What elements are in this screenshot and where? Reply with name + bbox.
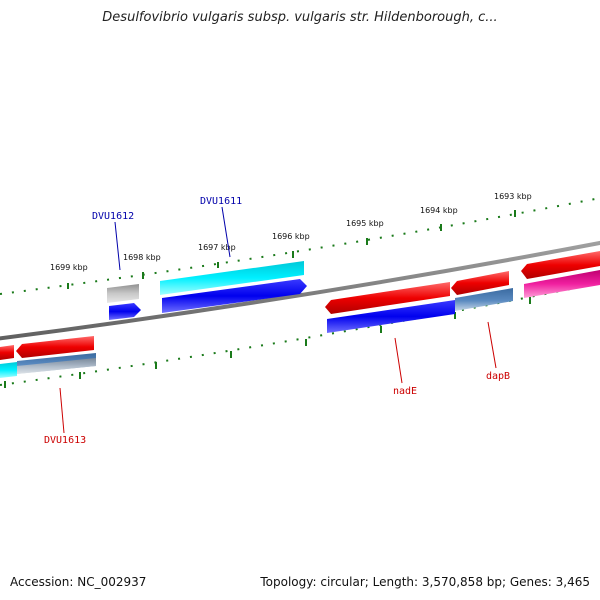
- cds-feature[interactable]: [160, 261, 304, 295]
- gene-label[interactable]: DVU1613: [44, 435, 86, 446]
- gene-label[interactable]: nadE: [393, 386, 417, 397]
- reverse-features: [0, 271, 513, 378]
- cds-feature[interactable]: [327, 300, 455, 333]
- cds-feature[interactable]: [325, 282, 450, 314]
- ruler-label: 1693 kbp: [494, 192, 532, 201]
- cds-feature[interactable]: [17, 358, 96, 374]
- cds-feature[interactable]: [16, 336, 94, 358]
- map-title: Desulfovibrio vulgaris subsp. vulgaris s…: [102, 10, 498, 25]
- cds-feature[interactable]: [451, 271, 509, 295]
- label-leader: [59, 387, 65, 434]
- ruler-label: 1699 kbp: [50, 263, 88, 272]
- ruler-label: 1694 kbp: [420, 206, 458, 215]
- gene-label[interactable]: DVU1612: [92, 211, 134, 222]
- cds-feature[interactable]: [455, 288, 513, 311]
- outer-ruler: [0, 197, 600, 295]
- cds-feature[interactable]: [162, 279, 307, 313]
- inner-ruler: [0, 282, 600, 388]
- cds-feature[interactable]: [0, 345, 14, 360]
- cds-feature[interactable]: [107, 284, 139, 303]
- gene-label[interactable]: dapB: [486, 371, 510, 382]
- gene-label[interactable]: DVU1611: [200, 196, 242, 207]
- label-leader: [487, 321, 497, 369]
- cds-feature[interactable]: [524, 270, 600, 298]
- outer-ruler-major-tick: [67, 210, 516, 289]
- ruler-label: 1698 kbp: [123, 253, 161, 262]
- ruler-label: 1697 kbp: [198, 243, 236, 252]
- label-leader: [114, 221, 121, 271]
- label-leader: [221, 206, 231, 258]
- ruler-label: 1695 kbp: [346, 219, 384, 228]
- genome-summary-text: Topology: circular; Length: 3,570,858 bp…: [260, 575, 590, 589]
- accession-text: Accession: NC_002937: [10, 575, 147, 589]
- cds-feature[interactable]: [521, 251, 600, 279]
- inner-ruler-major-tick: [4, 297, 531, 388]
- cds-feature[interactable]: [0, 362, 17, 378]
- label-leader: [394, 337, 403, 384]
- genome-backbone: [0, 240, 600, 341]
- ruler-label: 1696 kbp: [272, 232, 310, 241]
- forward-features: [107, 251, 600, 320]
- cds-feature[interactable]: [109, 303, 141, 320]
